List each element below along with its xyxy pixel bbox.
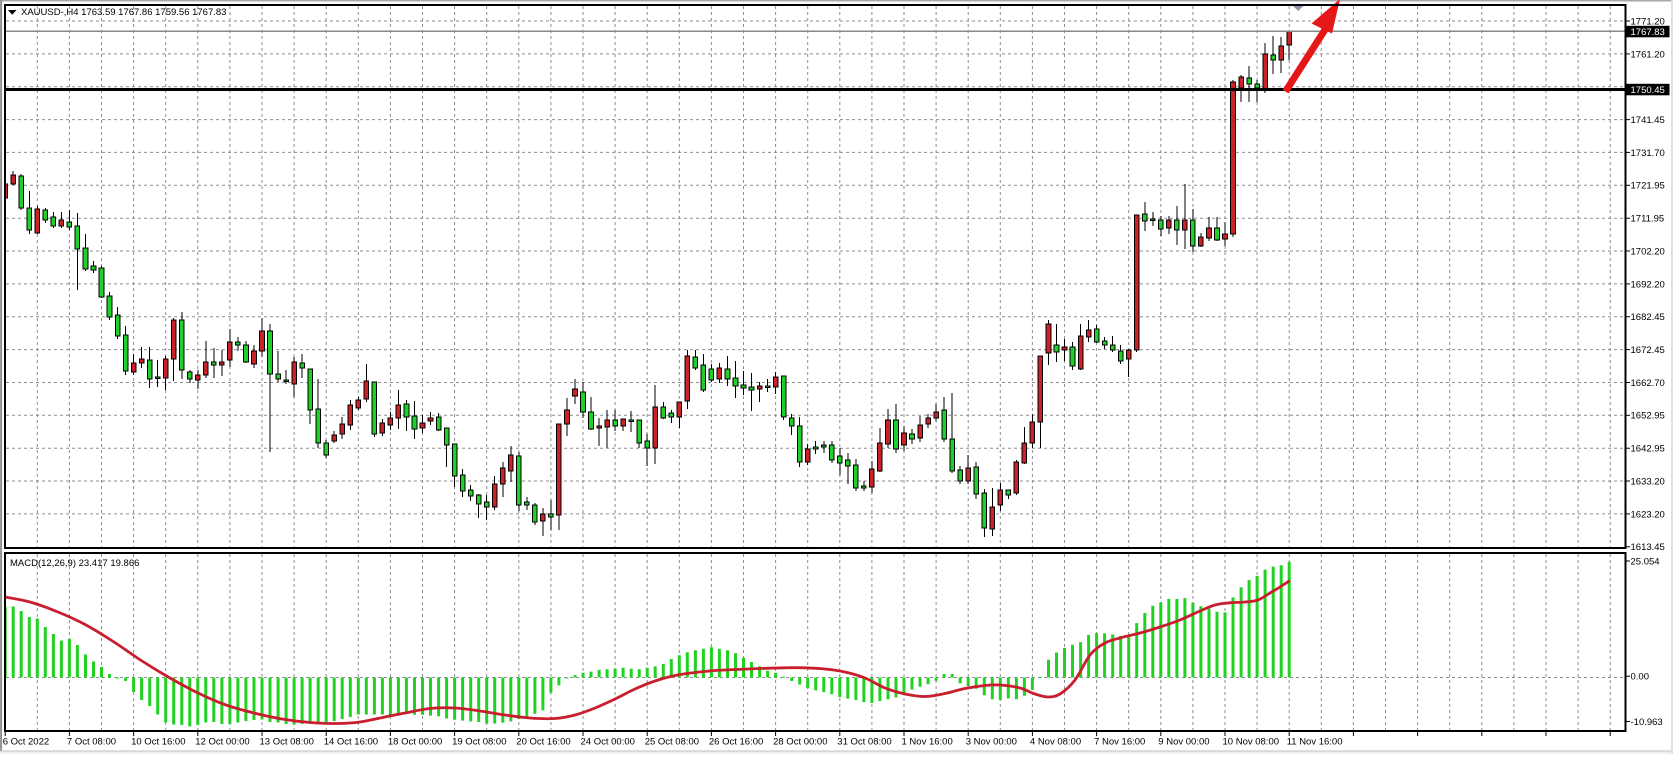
svg-text:XAUUSD-,H4 1763.59 1767.86 17: XAUUSD-,H4 1763.59 1767.86 1759.56 1767.… <box>21 7 226 18</box>
svg-text:1613.45: 1613.45 <box>1631 542 1665 553</box>
svg-text:1692.20: 1692.20 <box>1631 279 1665 290</box>
svg-text:1731.70: 1731.70 <box>1631 148 1665 159</box>
svg-text:28 Oct 00:00: 28 Oct 00:00 <box>773 737 827 748</box>
svg-text:1771.20: 1771.20 <box>1631 16 1665 27</box>
svg-text:1642.95: 1642.95 <box>1631 444 1665 455</box>
svg-text:1633.20: 1633.20 <box>1631 476 1665 487</box>
svg-text:25 Oct 08:00: 25 Oct 08:00 <box>645 737 699 748</box>
svg-text:1750.45: 1750.45 <box>1631 85 1665 96</box>
svg-text:1711.95: 1711.95 <box>1631 214 1665 225</box>
svg-text:10 Nov 08:00: 10 Nov 08:00 <box>1223 737 1280 748</box>
svg-text:20 Oct 16:00: 20 Oct 16:00 <box>516 737 570 748</box>
svg-text:7 Nov 16:00: 7 Nov 16:00 <box>1094 737 1145 748</box>
svg-text:3 Nov 00:00: 3 Nov 00:00 <box>966 737 1017 748</box>
svg-text:1767.83: 1767.83 <box>1631 27 1665 38</box>
svg-text:13 Oct 08:00: 13 Oct 08:00 <box>260 737 314 748</box>
svg-text:4 Nov 08:00: 4 Nov 08:00 <box>1030 737 1081 748</box>
svg-text:24 Oct 00:00: 24 Oct 00:00 <box>581 737 635 748</box>
svg-text:1 Nov 16:00: 1 Nov 16:00 <box>902 737 953 748</box>
svg-text:1741.45: 1741.45 <box>1631 115 1665 126</box>
svg-text:1721.95: 1721.95 <box>1631 181 1665 192</box>
svg-text:19 Oct 08:00: 19 Oct 08:00 <box>452 737 506 748</box>
svg-text:26 Oct 16:00: 26 Oct 16:00 <box>709 737 763 748</box>
svg-text:11 Nov 16:00: 11 Nov 16:00 <box>1287 737 1343 748</box>
svg-text:0.00: 0.00 <box>1631 672 1650 683</box>
svg-text:31 Oct 08:00: 31 Oct 08:00 <box>837 737 891 748</box>
svg-text:1662.70: 1662.70 <box>1631 378 1665 389</box>
svg-text:MACD(12,26,9) 23.417 19.866: MACD(12,26,9) 23.417 19.866 <box>10 558 139 569</box>
svg-text:1623.20: 1623.20 <box>1631 509 1665 520</box>
svg-text:10 Oct 16:00: 10 Oct 16:00 <box>131 737 185 748</box>
svg-text:1652.95: 1652.95 <box>1631 411 1665 422</box>
svg-text:25.054: 25.054 <box>1631 556 1660 567</box>
svg-text:12 Oct 00:00: 12 Oct 00:00 <box>195 737 249 748</box>
svg-text:1682.45: 1682.45 <box>1631 312 1665 323</box>
svg-text:1761.20: 1761.20 <box>1631 49 1665 60</box>
svg-text:9 Nov 00:00: 9 Nov 00:00 <box>1158 737 1209 748</box>
svg-text:14 Oct 16:00: 14 Oct 16:00 <box>324 737 378 748</box>
svg-text:6 Oct 2022: 6 Oct 2022 <box>3 737 49 748</box>
svg-text:1702.20: 1702.20 <box>1631 246 1665 257</box>
svg-text:-10.963: -10.963 <box>1631 717 1663 728</box>
svg-text:7 Oct 08:00: 7 Oct 08:00 <box>67 737 116 748</box>
svg-text:18 Oct 00:00: 18 Oct 00:00 <box>388 737 442 748</box>
svg-text:1672.45: 1672.45 <box>1631 345 1665 356</box>
